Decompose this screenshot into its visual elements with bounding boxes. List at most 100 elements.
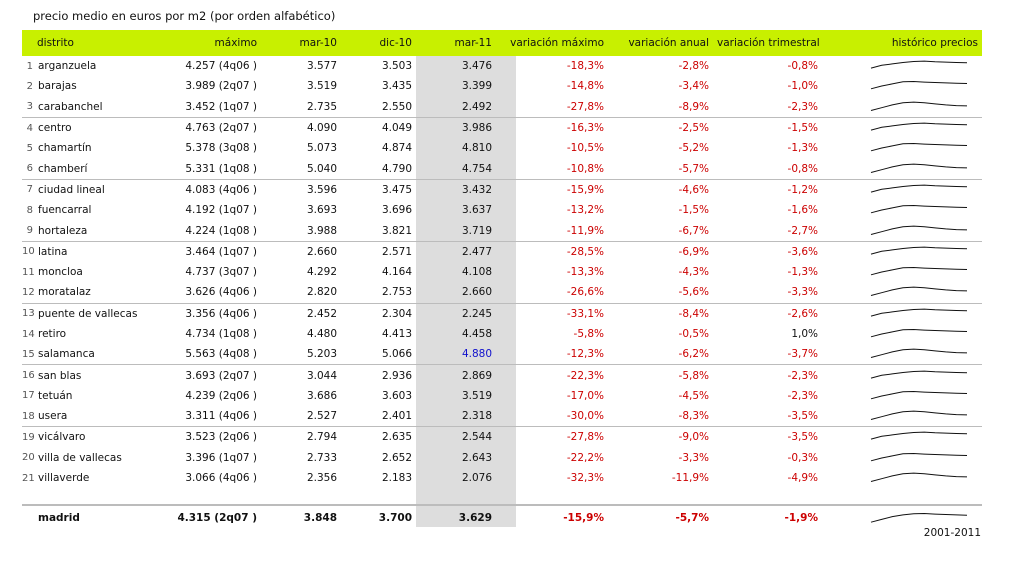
district-name: fuencarral [33, 200, 143, 220]
price-mar10: 3.693 [261, 200, 341, 220]
price-dic10: 2.304 [341, 303, 416, 324]
history-sparkline-cell [822, 406, 982, 427]
table-row: 14 retiro 4.734 (1q08 ) 4.480 4.413 4.458 -5,8… [22, 324, 982, 344]
table-row: 8 fuencarral 4.192 (1q07 ) 3.693 3.696 3.637 -… [22, 200, 982, 220]
var-anual: -0,5% [608, 324, 713, 344]
var-trim: -2,7% [713, 220, 822, 241]
var-anual: -3,3% [608, 448, 713, 468]
sparkline-line [871, 82, 967, 89]
var-trim: -0,8% [713, 158, 822, 179]
header-dic10: dic-10 [341, 30, 416, 56]
separator-cell [713, 488, 822, 505]
total-row: madrid 4.315 (2q07 ) 3.848 3.700 3.629 -15,9%… [22, 505, 982, 530]
table-row: 16 san blas 3.693 (2q07 ) 3.044 2.936 2.869 -2… [22, 365, 982, 386]
price-dic10: 2.571 [341, 241, 416, 262]
var-max: -33,1% [496, 303, 608, 324]
var-max: -22,2% [496, 448, 608, 468]
var-trim: -1,6% [713, 200, 822, 220]
sparkline-line [871, 473, 967, 481]
sparkline-line [871, 411, 967, 419]
row-number: 6 [22, 158, 33, 179]
sparkline-line [871, 185, 967, 192]
row-number: 10 [22, 241, 33, 262]
price-dic10: 4.413 [341, 324, 416, 344]
total-blank [22, 505, 33, 530]
price-mar11: 4.880 [416, 344, 496, 365]
sparkline-line [871, 206, 967, 213]
page-title: precio medio en euros por m2 (por orden … [33, 9, 335, 23]
history-sparkline-cell [822, 468, 982, 488]
var-max: -18,3% [496, 56, 608, 76]
separator-cell [143, 488, 261, 505]
price-mar11: 4.108 [416, 262, 496, 282]
sparkline-line [871, 226, 967, 234]
district-name: barajas [33, 76, 143, 96]
table-row: 17 tetuán 4.239 (2q06 ) 3.686 3.603 3.519 -17,… [22, 386, 982, 406]
price-mar11: 2.245 [416, 303, 496, 324]
sparkline-chart [870, 408, 968, 424]
price-dic10: 4.164 [341, 262, 416, 282]
price-mar10: 2.735 [261, 97, 341, 118]
sparkline-line [871, 102, 967, 110]
history-sparkline-cell [822, 138, 982, 158]
total-separator [22, 488, 982, 505]
district-name: ciudad lineal [33, 179, 143, 200]
header-mar11: mar-11 [416, 30, 496, 56]
header-var-max: variación máximo [496, 30, 608, 56]
total-price-mar10: 3.848 [261, 505, 341, 530]
var-anual: -2,8% [608, 56, 713, 76]
table-row: 4 centro 4.763 (2q07 ) 4.090 4.049 3.986 -16,3… [22, 117, 982, 138]
price-mar11: 3.986 [416, 117, 496, 138]
var-max: -13,2% [496, 200, 608, 220]
row-number: 14 [22, 324, 33, 344]
separator-cell [22, 488, 33, 505]
district-name: villaverde [33, 468, 143, 488]
table-header-row: distrito máximo mar-10 dic-10 mar-11 var… [22, 30, 982, 56]
history-sparkline-cell [822, 220, 982, 241]
sparkline-chart [870, 120, 968, 136]
price-mar11: 2.492 [416, 97, 496, 118]
table-row: 9 hortaleza 4.224 (1q08 ) 3.988 3.821 3.719 -1… [22, 220, 982, 241]
price-dic10: 2.635 [341, 427, 416, 448]
price-mar10: 3.596 [261, 179, 341, 200]
row-number: 11 [22, 262, 33, 282]
district-name: retiro [33, 324, 143, 344]
var-anual: -4,3% [608, 262, 713, 282]
var-trim: -2,6% [713, 303, 822, 324]
header-mar10: mar-10 [261, 30, 341, 56]
row-number: 21 [22, 468, 33, 488]
price-dic10: 4.049 [341, 117, 416, 138]
district-name: salamanca [33, 344, 143, 365]
var-trim: 1,0% [713, 324, 822, 344]
price-dic10: 2.652 [341, 448, 416, 468]
var-anual: -5,6% [608, 282, 713, 303]
table-row: 3 carabanchel 3.452 (1q07 ) 2.735 2.550 2.492… [22, 97, 982, 118]
max-price: 3.626 (4q06 ) [143, 282, 261, 303]
total-name: madrid [33, 505, 143, 530]
table-row: 7 ciudad lineal 4.083 (4q06 ) 3.596 3.475 3.4… [22, 179, 982, 200]
row-number: 16 [22, 365, 33, 386]
price-mar11: 2.318 [416, 406, 496, 427]
sparkline-chart [870, 78, 968, 94]
price-dic10: 3.696 [341, 200, 416, 220]
header-history: histórico precios [822, 30, 982, 56]
var-anual: -2,5% [608, 117, 713, 138]
sparkline-line [871, 433, 967, 440]
row-number: 20 [22, 448, 33, 468]
sparkline-line [871, 247, 967, 254]
price-table-container: distrito máximo mar-10 dic-10 mar-11 var… [22, 30, 982, 530]
separator-cell [608, 488, 713, 505]
var-trim: -2,3% [713, 365, 822, 386]
var-trim: -3,6% [713, 241, 822, 262]
var-max: -26,6% [496, 282, 608, 303]
var-anual: -4,5% [608, 386, 713, 406]
history-sparkline-cell [822, 427, 982, 448]
sparkline-line [871, 61, 967, 68]
price-mar10: 2.660 [261, 241, 341, 262]
row-number: 9 [22, 220, 33, 241]
var-anual: -11,9% [608, 468, 713, 488]
separator-cell [496, 488, 608, 505]
district-name: usera [33, 406, 143, 427]
price-mar11: 4.754 [416, 158, 496, 179]
price-mar11: 3.476 [416, 56, 496, 76]
